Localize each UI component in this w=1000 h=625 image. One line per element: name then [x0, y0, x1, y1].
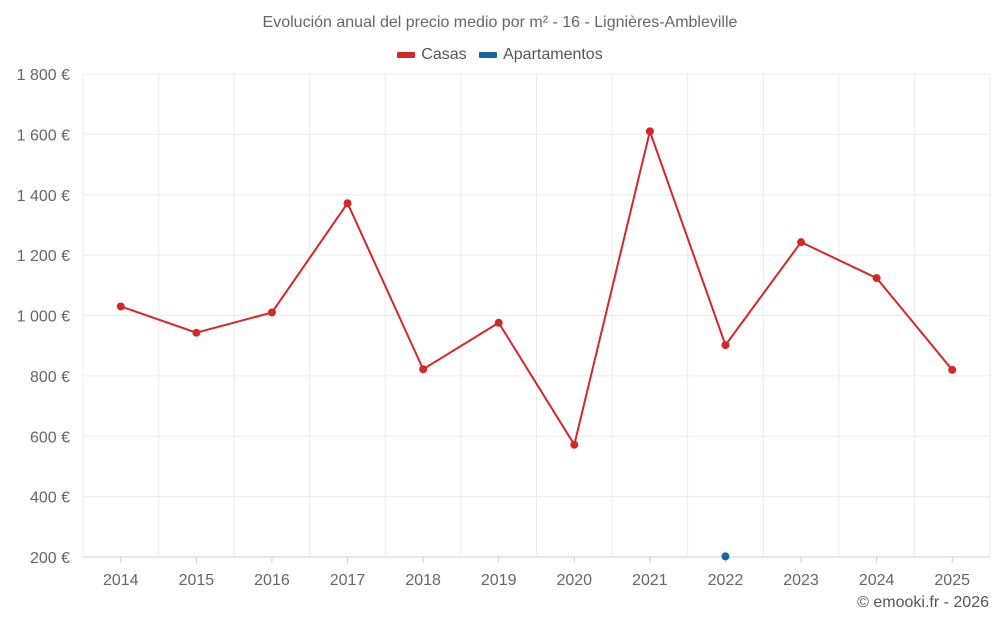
x-tick-label: 2021 — [632, 572, 668, 589]
y-tick-label: 1 400 € — [17, 188, 70, 205]
legend-label-apartamentos: Apartamentos — [503, 46, 603, 63]
x-tick-label: 2019 — [481, 572, 517, 589]
x-tick-label: 2016 — [254, 572, 290, 589]
credit-text: © emooki.fr - 2026 — [857, 594, 989, 611]
x-tick-label: 2015 — [179, 572, 215, 589]
x-tick-label: 2020 — [556, 572, 592, 589]
data-point-casas-2018 — [419, 365, 428, 374]
y-tick-label: 800 € — [30, 369, 70, 386]
data-point-casas-2022 — [721, 341, 730, 350]
legend-swatch-apartamentos — [479, 52, 498, 58]
chart-legend: Casas Apartamentos — [0, 45, 1000, 64]
x-tick-label: 2024 — [859, 572, 895, 589]
x-tick-label: 2017 — [330, 572, 366, 589]
data-point-casas-2021 — [645, 127, 654, 136]
data-point-casas-2023 — [797, 238, 806, 247]
x-tick-label: 2023 — [783, 572, 819, 589]
x-tick-label: 2025 — [934, 572, 970, 589]
y-tick-label: 400 € — [30, 490, 70, 507]
y-tick-label: 600 € — [30, 429, 70, 446]
y-tick-label: 1 000 € — [17, 309, 70, 326]
data-point-casas-2019 — [494, 318, 503, 327]
x-tick-label: 2022 — [708, 572, 744, 589]
legend-label-casas: Casas — [421, 46, 467, 63]
legend-item-casas[interactable]: Casas — [397, 46, 467, 64]
data-point-casas-2020 — [570, 440, 579, 449]
series-line-casas — [120, 127, 953, 448]
data-point-casas-2016 — [267, 308, 276, 317]
y-tick-label: 200 € — [30, 550, 70, 567]
x-tick-label: 2014 — [103, 572, 139, 589]
legend-item-apartamentos[interactable]: Apartamentos — [479, 46, 603, 64]
legend-swatch-casas — [397, 52, 416, 58]
y-tick-label: 1 800 € — [17, 67, 70, 84]
data-point-casas-2024 — [872, 274, 881, 283]
y-tick-label: 1 200 € — [17, 248, 70, 265]
data-point-casas-2025 — [948, 365, 957, 374]
data-point-apartamentos-2022 — [721, 552, 730, 561]
data-point-casas-2014 — [116, 302, 125, 311]
y-tick-label: 1 600 € — [17, 127, 70, 144]
chart-title: Evolución anual del precio medio por m² … — [262, 14, 738, 31]
data-point-casas-2017 — [343, 199, 352, 208]
data-point-casas-2015 — [192, 328, 201, 337]
x-tick-label: 2018 — [405, 572, 441, 589]
